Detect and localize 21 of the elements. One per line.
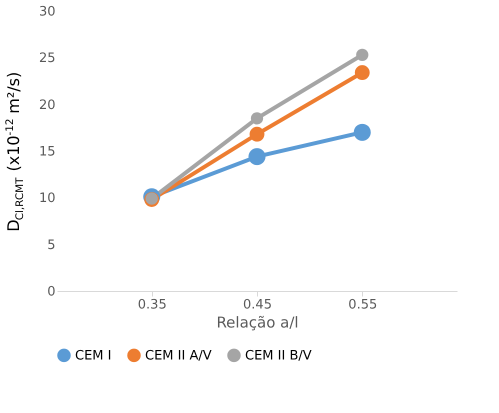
- x-axis-title: Relação a/l: [216, 314, 299, 332]
- point: [250, 112, 264, 124]
- legend-label: CEM II B/V: [245, 348, 312, 364]
- point: [356, 48, 368, 61]
- y-tick-label: 30: [38, 4, 56, 20]
- y-tick-label: 25: [38, 51, 56, 66]
- y-tick-label: 10: [38, 191, 56, 206]
- point: [250, 126, 264, 142]
- x-tick-label: 0.35: [138, 298, 167, 312]
- point: [354, 65, 370, 80]
- point: [354, 124, 371, 141]
- legend-label: CEM I: [75, 348, 112, 364]
- x-tick-label: 0.45: [243, 298, 272, 312]
- y-tick-label: 20: [38, 98, 56, 113]
- point: [248, 148, 266, 166]
- y-tick-label: 5: [47, 238, 56, 253]
- y-axis-title: DCl,RCMT (x10-12 m²/s): [4, 72, 26, 232]
- x-tick-label: 0.55: [348, 298, 378, 312]
- y-tick-label: 0: [47, 284, 56, 300]
- legend-label: CEM II A/V: [145, 348, 212, 364]
- y-tick-label: 15: [38, 144, 56, 160]
